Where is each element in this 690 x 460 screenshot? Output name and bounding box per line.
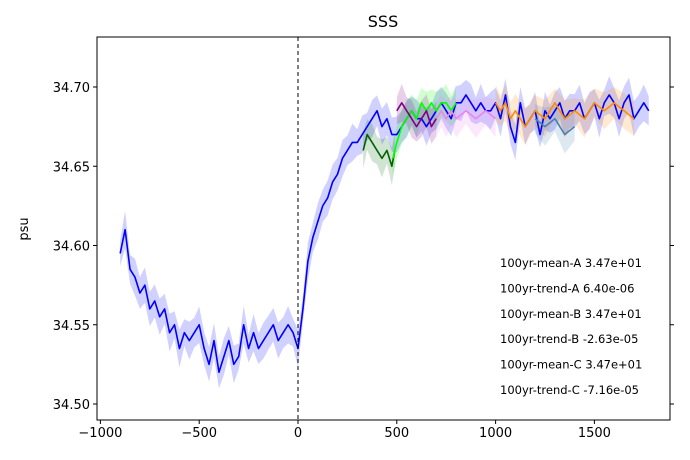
chart-title: SSS — [368, 12, 398, 31]
annotation-text: 100yr-trend-C -7.16e-05 — [500, 383, 639, 397]
y-tick-label: 34.55 — [53, 319, 90, 334]
x-tick-label: 1500 — [578, 426, 611, 441]
series-line-5 — [494, 102, 635, 128]
series-band-3 — [396, 83, 437, 144]
x-tick-label: 1000 — [479, 426, 512, 441]
series-line-2 — [392, 102, 457, 159]
x-tick-label: 500 — [384, 426, 409, 441]
series-band-5 — [495, 84, 634, 145]
y-tick-label: 34.50 — [53, 398, 90, 413]
annotation-text: 100yr-trend-B -2.63e-05 — [500, 332, 638, 346]
x-tick-label: −500 — [181, 426, 217, 441]
series-line-1 — [362, 133, 396, 168]
series-line-0 — [119, 94, 650, 374]
series-line-6 — [534, 117, 576, 136]
series-band-4 — [436, 94, 496, 138]
annotation-text: 100yr-mean-B 3.47e+01 — [500, 307, 642, 321]
plot-frame — [96, 36, 671, 421]
y-tick-label: 34.60 — [53, 240, 90, 255]
y-tick-label: 34.65 — [53, 160, 90, 175]
y-axis-label: psu — [17, 217, 32, 240]
annotations: 100yr-mean-A 3.47e+01 100yr-trend-A 6.40e… — [500, 256, 642, 397]
x-tick-label: −1000 — [78, 426, 122, 441]
x-tick-label: 0 — [294, 426, 302, 441]
plot-area — [119, 37, 650, 420]
y-tick-label: 34.70 — [53, 81, 90, 96]
annotation-text: 100yr-mean-C 3.47e+01 — [500, 358, 642, 372]
series-line-4 — [435, 109, 497, 120]
series-band-2 — [392, 84, 457, 177]
annotation-text: 100yr-mean-A 3.47e+01 — [500, 256, 642, 270]
annotation-text: 100yr-trend-A 6.40e-06 — [500, 281, 634, 295]
axis-ticks: −1000 −500 0 500 1000 1500 34.50 34.55 34.60 34.6… — [53, 81, 674, 441]
series-line-3 — [396, 102, 437, 128]
